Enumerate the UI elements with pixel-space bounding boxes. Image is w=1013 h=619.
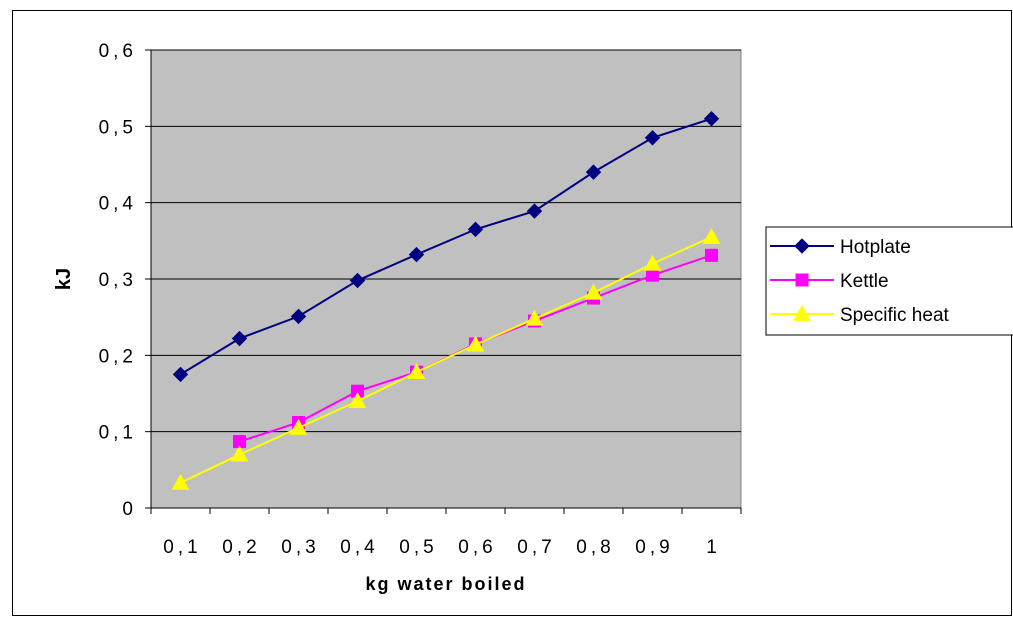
series-layer: [171, 110, 721, 490]
data-point-hotplate: [703, 110, 720, 127]
legend-label-specific-heat: Specific heat: [840, 305, 950, 326]
data-point-specific-heat: [407, 363, 426, 380]
data-point-specific-heat: [525, 309, 544, 326]
data-point-hotplate: [467, 221, 484, 238]
data-point-kettle: [705, 248, 718, 262]
x-tick-label: 0,6: [458, 537, 496, 558]
legend-marker-hotplate: [794, 238, 810, 254]
data-point-specific-heat: [466, 335, 485, 352]
y-tick-label: 0,5: [99, 117, 137, 138]
data-point-hotplate: [172, 366, 189, 383]
y-tick-label: 0: [122, 499, 137, 520]
x-tick-label: 0,5: [399, 537, 437, 558]
y-tick-label: 0,1: [99, 423, 137, 444]
x-tick-label: 0,8: [576, 537, 614, 558]
y-tick-label: 0,3: [99, 270, 137, 291]
data-point-hotplate: [585, 164, 602, 180]
series-line-specific-heat: [180, 236, 712, 484]
axes: 0 0,1 0,2 0,3 0,4 0,5 0,6 0,1 0,2 0,3 0,4 0,5 0,6 0,7…: [99, 41, 742, 558]
series-line-hotplate: [179, 117, 712, 376]
data-point-hotplate: [231, 330, 248, 347]
x-tick-label: 0,3: [281, 537, 319, 558]
data-point-hotplate: [644, 130, 661, 146]
x-tick-label: 0,7: [517, 537, 555, 558]
data-point-specific-heat: [348, 392, 367, 409]
x-tick-label: 0,9: [635, 537, 673, 558]
y-tick-label: 0,4: [99, 194, 137, 215]
data-point-specific-heat: [230, 445, 249, 462]
data-point-hotplate: [408, 246, 425, 263]
x-tick-label: 0,2: [222, 537, 260, 558]
x-tick-label: 1: [706, 537, 721, 558]
legend-label-hotplate: Hotplate: [840, 237, 911, 258]
y-axis-title: kJ: [53, 268, 75, 290]
y-tick-label: 0,2: [99, 346, 137, 367]
data-point-hotplate: [526, 203, 543, 219]
legend-marker-specific-heat: [793, 304, 811, 321]
data-point-specific-heat: [584, 283, 603, 300]
x-tick-label: 0,1: [163, 537, 201, 558]
legend: Hotplate Kettle Specific heat: [765, 226, 1013, 336]
x-tick-label: 0,4: [340, 537, 378, 558]
legend-label-kettle: Kettle: [840, 271, 889, 292]
x-axis-title: kg water boiled: [365, 574, 526, 594]
y-tick-label: 0,6: [99, 41, 137, 62]
data-point-specific-heat: [643, 254, 662, 271]
legend-marker-kettle: [795, 273, 809, 287]
data-point-specific-heat: [171, 473, 190, 490]
data-point-specific-heat: [289, 418, 308, 435]
data-point-hotplate: [349, 272, 366, 289]
data-point-kettle: [646, 268, 659, 282]
gridlines: [151, 49, 741, 433]
data-point-hotplate: [290, 308, 307, 325]
data-point-specific-heat: [702, 227, 721, 244]
